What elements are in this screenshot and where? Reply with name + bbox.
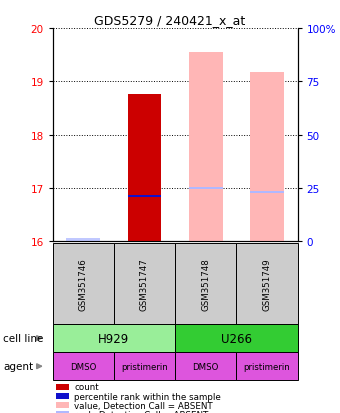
Text: cell line: cell line xyxy=(3,333,44,343)
Bar xyxy=(250,191,284,194)
Text: GSM351749: GSM351749 xyxy=(262,258,271,310)
Bar xyxy=(128,94,162,242)
Text: GSM351746: GSM351746 xyxy=(79,258,88,310)
Text: agent: agent xyxy=(3,361,34,371)
Text: percentile rank within the sample: percentile rank within the sample xyxy=(74,392,221,401)
Text: DMSO: DMSO xyxy=(70,362,97,371)
Bar xyxy=(189,53,222,242)
Bar xyxy=(189,188,222,190)
Text: value, Detection Call = ABSENT: value, Detection Call = ABSENT xyxy=(74,401,213,410)
Text: H929: H929 xyxy=(98,332,130,345)
Text: GSM351747: GSM351747 xyxy=(140,258,149,310)
Bar xyxy=(67,238,100,242)
Text: GDS5279 / 240421_x_at: GDS5279 / 240421_x_at xyxy=(95,14,245,27)
Text: pristimerin: pristimerin xyxy=(121,362,168,371)
Text: U266: U266 xyxy=(221,332,252,345)
Text: rank, Detection Call = ABSENT: rank, Detection Call = ABSENT xyxy=(74,410,208,413)
Text: GSM351748: GSM351748 xyxy=(201,258,210,310)
Text: pristimerin: pristimerin xyxy=(243,362,290,371)
Bar xyxy=(128,195,162,198)
Text: DMSO: DMSO xyxy=(192,362,219,371)
Bar xyxy=(250,73,284,242)
Text: count: count xyxy=(74,382,99,392)
